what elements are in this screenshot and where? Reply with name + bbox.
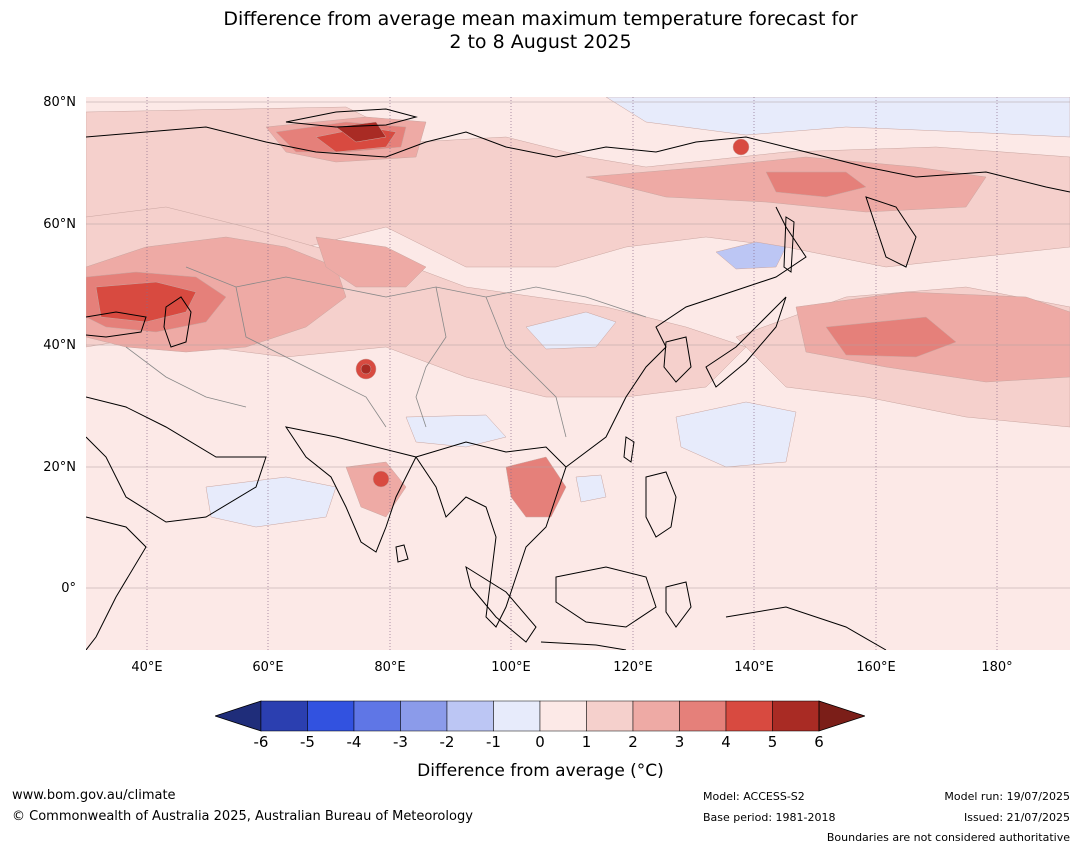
colorbar-tick-label: -2 bbox=[439, 733, 455, 751]
lon-label-160e: 160°E bbox=[856, 660, 896, 675]
lon-gridlines bbox=[146, 97, 998, 650]
lat-gridlines bbox=[86, 101, 1070, 589]
coastlines bbox=[86, 108, 1070, 650]
colorbar-segment bbox=[400, 700, 448, 732]
lon-label-120e: 120°E bbox=[613, 660, 653, 675]
lat-label-20n: 20°N bbox=[43, 460, 76, 475]
lat-label-0: 0° bbox=[61, 581, 76, 596]
anomaly-shading bbox=[86, 97, 1070, 528]
country-boundaries bbox=[125, 266, 647, 438]
colorbar-segment bbox=[679, 700, 727, 732]
model-run-text: Model run: 19/07/2025 bbox=[944, 790, 1070, 803]
title-line-1: Difference from average mean maximum tem… bbox=[223, 8, 858, 30]
colorbar-tick-label: -6 bbox=[253, 733, 269, 751]
colorbar-tick-label: -1 bbox=[486, 733, 501, 751]
map-title: Difference from average mean maximum tem… bbox=[0, 8, 1081, 54]
base-period-text: Base period: 1981-2018 bbox=[703, 811, 836, 824]
colorbar-tick-label: 1 bbox=[581, 733, 592, 751]
colorbar-extend-high bbox=[818, 700, 865, 732]
lon-label-80e: 80°E bbox=[374, 660, 406, 675]
colorbar-tick-label: 3 bbox=[674, 733, 685, 751]
lat-label-60n: 60°N bbox=[43, 217, 76, 232]
lon-label-60e: 60°E bbox=[252, 660, 284, 675]
colorbar-tick-label: -3 bbox=[393, 733, 408, 751]
source-url[interactable]: www.bom.gov.au/climate bbox=[12, 788, 176, 803]
colorbar-label: Difference from average (°C) bbox=[417, 761, 664, 781]
colorbar-tick-label: 0 bbox=[535, 733, 545, 751]
colorbar-tick-label: 4 bbox=[721, 733, 731, 751]
colorbar-segment bbox=[307, 700, 355, 732]
lon-label-180: 180° bbox=[981, 660, 1013, 675]
colorbar-segment bbox=[539, 700, 587, 732]
copyright-text: © Commonwealth of Australia 2025, Austra… bbox=[12, 809, 473, 824]
boundaries-disclaimer: Boundaries are not considered authoritat… bbox=[826, 831, 1070, 844]
colorbar-tick-label: 2 bbox=[628, 733, 638, 751]
colorbar-tick-label: 6 bbox=[814, 733, 824, 751]
colorbar-segment bbox=[725, 700, 773, 732]
colorbar-segment bbox=[586, 700, 634, 732]
colorbar-segment bbox=[446, 700, 494, 732]
colorbar-tick-label: -5 bbox=[300, 733, 315, 751]
title-line-2: 2 to 8 August 2025 bbox=[449, 31, 632, 53]
colorbar-segment bbox=[772, 700, 820, 732]
model-text: Model: ACCESS-S2 bbox=[703, 790, 805, 803]
map-canvas bbox=[86, 97, 1070, 650]
colorbar-segment bbox=[353, 700, 401, 732]
lon-label-140e: 140°E bbox=[734, 660, 774, 675]
lat-label-80n: 80°N bbox=[43, 95, 76, 110]
colorbar-tick-label: 5 bbox=[767, 733, 778, 751]
lat-label-40n: 40°N bbox=[43, 338, 76, 353]
lon-label-40e: 40°E bbox=[131, 660, 163, 675]
lon-label-100e: 100°E bbox=[491, 660, 531, 675]
forecast-map bbox=[86, 97, 1070, 650]
colorbar bbox=[215, 700, 865, 732]
colorbar-segment bbox=[493, 700, 541, 732]
issued-text: Issued: 21/07/2025 bbox=[963, 811, 1070, 824]
colorbar-extend-low bbox=[215, 700, 262, 732]
colorbar-tick-label: -4 bbox=[346, 733, 362, 751]
colorbar-segment bbox=[632, 700, 680, 732]
colorbar-segment bbox=[260, 700, 308, 732]
